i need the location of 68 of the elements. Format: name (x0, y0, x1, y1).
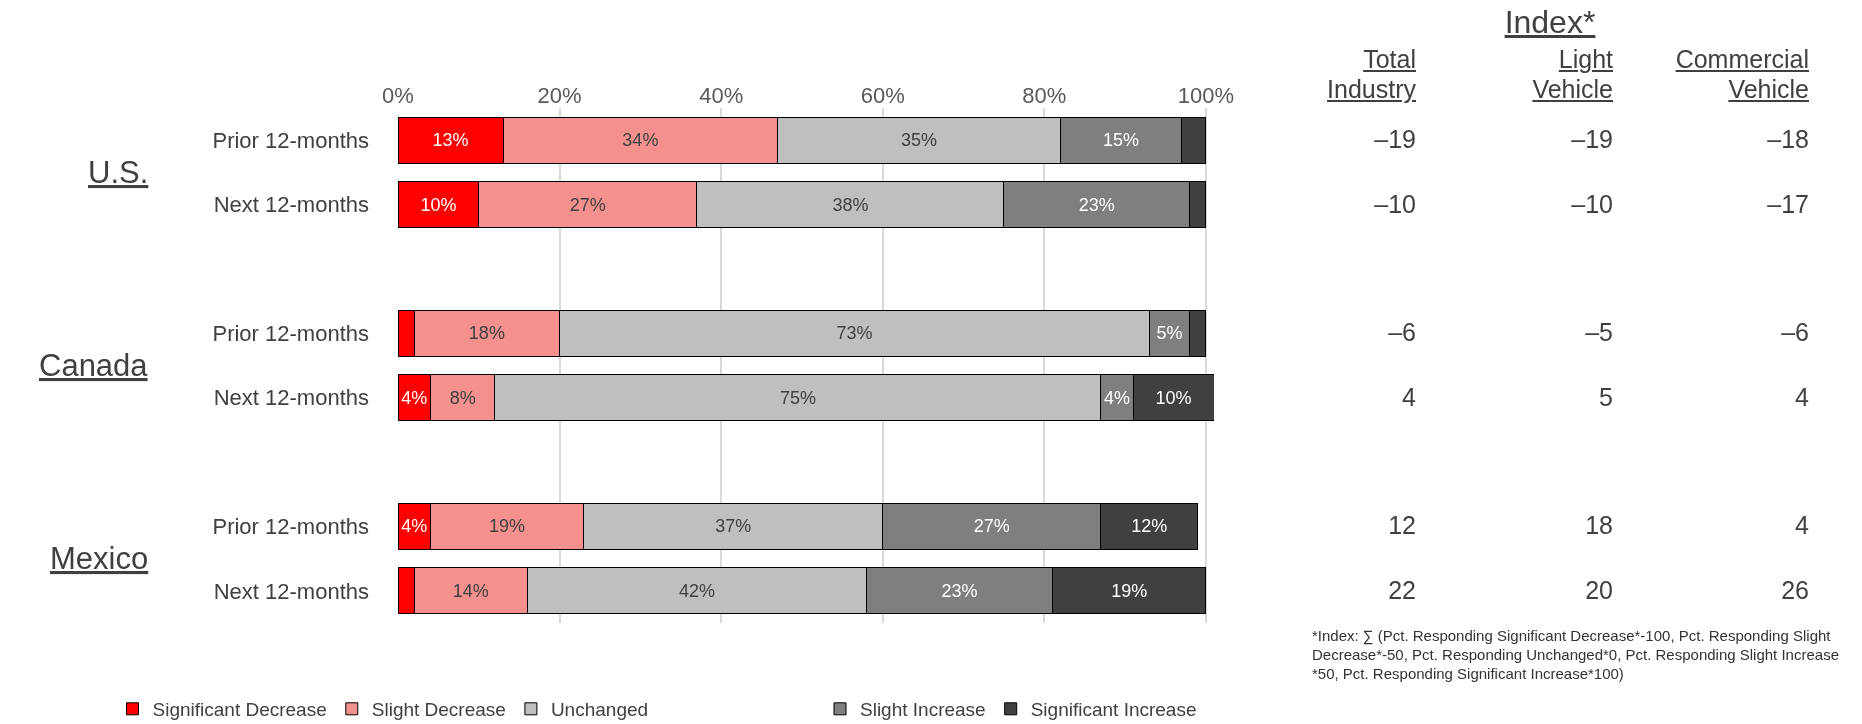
legend-label: Significant Increase (1030, 699, 1197, 721)
text: –19 (1570, 125, 1613, 155)
text: –19 (1373, 125, 1416, 155)
y-tick-label: Prior 12-months (212, 321, 369, 347)
text: Mexico (50, 541, 149, 576)
legend-label: Unchanged (550, 699, 649, 721)
category-label: Commercial Vehicle (1675, 44, 1809, 104)
text: 18 (1584, 511, 1613, 541)
text: 5 (1598, 382, 1613, 412)
data-label: 13% (432, 130, 469, 151)
y-tick-label: Prior 12-months (212, 127, 369, 153)
legend-label: Slight Decrease (371, 699, 506, 721)
data-label: 4% (401, 387, 428, 408)
data-label: 23% (1078, 194, 1115, 215)
x-tick-label: 80% (1022, 82, 1067, 108)
x-tick-label: 100% (1177, 82, 1235, 108)
y-tick-label: Prior 12-months (212, 514, 369, 540)
data-label: 75% (779, 387, 816, 408)
data-label: 34% (622, 130, 659, 151)
text: 20 (1584, 575, 1613, 605)
category-label: Total Industry (1327, 44, 1417, 104)
text: 4 (1794, 382, 1809, 412)
data-label: 73% (836, 323, 873, 344)
data-label: 38% (832, 194, 869, 215)
x-tick-label: 60% (860, 82, 905, 108)
data-label: 14% (452, 580, 489, 601)
text: –10 (1570, 189, 1613, 219)
data-label: 19% (489, 516, 526, 537)
data-label: 18% (468, 323, 505, 344)
data-label: 27% (569, 194, 606, 215)
data-label: 12% (1131, 516, 1168, 537)
x-tick-label: 0% (382, 82, 414, 108)
text: Canada (39, 348, 149, 383)
text: 22 (1387, 575, 1416, 605)
text: –10 (1373, 189, 1416, 219)
data-label: 10% (420, 194, 457, 215)
y-tick-label: Next 12-months (213, 192, 369, 218)
text: 4 (1794, 511, 1809, 541)
text: 26 (1780, 575, 1809, 605)
data-label: 42% (678, 580, 715, 601)
text: –18 (1766, 125, 1809, 155)
data-label: 23% (941, 580, 978, 601)
data-label: 4% (401, 516, 428, 537)
y-tick-label: Next 12-months (213, 578, 369, 604)
text: –5 (1584, 318, 1613, 348)
x-tick-label: 20% (537, 82, 582, 108)
text: –17 (1766, 189, 1809, 219)
data-label: 10% (1155, 387, 1192, 408)
text: 12 (1387, 511, 1416, 541)
text: –6 (1387, 318, 1416, 348)
data-label: 4% (1104, 387, 1131, 408)
text: 4 (1401, 382, 1416, 412)
data-label: 37% (715, 516, 752, 537)
data-label: 5% (1156, 323, 1183, 344)
legend-label: Significant Decrease (152, 699, 327, 721)
text: U.S. (88, 155, 149, 190)
y-tick-label: Next 12-months (213, 385, 369, 411)
data-label: 15% (1103, 130, 1140, 151)
legend-label: Slight Increase (860, 699, 986, 721)
data-label: 35% (901, 130, 938, 151)
text: –6 (1780, 318, 1809, 348)
text: Index* (1503, 4, 1597, 41)
data-label: 8% (449, 387, 476, 408)
category-label: Light Vehicle (1532, 44, 1614, 104)
x-tick-label: 40% (699, 82, 744, 108)
data-label: 27% (973, 516, 1010, 537)
data-label: 19% (1111, 580, 1148, 601)
text: *Index: ∑ (Pct. Responding Significant Decrease*-100, Pct. Responding Slight Decrease*-50, Pct. Responding Unchanged*0, Pct. Responding Slight Increase *50, Pct. Responding Significant Increase*100) (1312, 626, 1840, 683)
